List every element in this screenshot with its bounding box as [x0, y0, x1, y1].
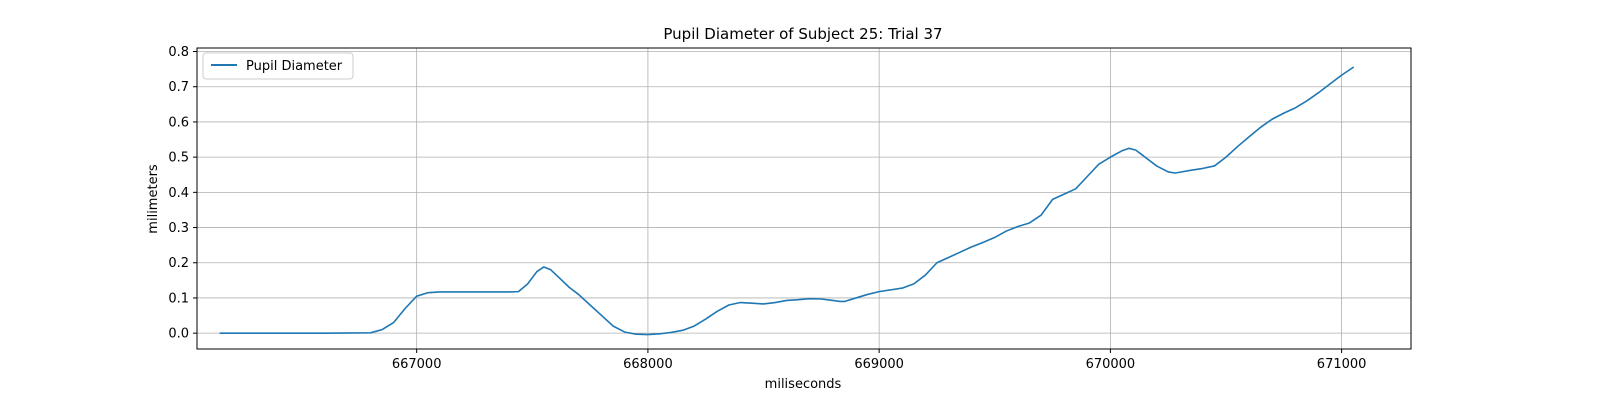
chart-title: Pupil Diameter of Subject 25: Trial 37 [663, 25, 942, 43]
y-tick-label: 0.8 [168, 45, 189, 60]
x-tick-label: 671000 [1317, 357, 1367, 372]
legend-box [202, 52, 354, 80]
y-tick-label: 0.2 [168, 256, 189, 271]
grid [197, 48, 1411, 349]
y-tick-label: 0.5 [168, 151, 189, 166]
legend-label: Pupil Diameter [246, 59, 343, 74]
y-tick-label: 0.4 [168, 186, 189, 201]
y-tick-label: 0.3 [168, 221, 189, 236]
x-axis: 667000 668000 669000 670000 671000 [392, 349, 1367, 372]
x-tick-label: 667000 [392, 357, 442, 372]
y-axis: 0.0 0.1 0.2 0.3 0.4 0.5 0.6 0.7 0.8 [168, 45, 197, 342]
y-tick-label: 0.1 [168, 291, 189, 306]
x-tick-label: 668000 [623, 357, 673, 372]
x-tick-label: 669000 [854, 357, 904, 372]
y-tick-label: 0.0 [168, 327, 189, 342]
legend: Pupil Diameter [202, 52, 354, 80]
x-axis-label: miliseconds [765, 377, 842, 392]
y-axis-label: milimeters [146, 164, 161, 234]
y-tick-label: 0.6 [168, 115, 189, 130]
series-layer [219, 66, 1354, 336]
plot-frame [196, 47, 1412, 350]
y-tick-label: 0.7 [168, 80, 189, 95]
series-line-pupil-diameter [219, 66, 1354, 336]
x-tick-label: 670000 [1086, 357, 1136, 372]
